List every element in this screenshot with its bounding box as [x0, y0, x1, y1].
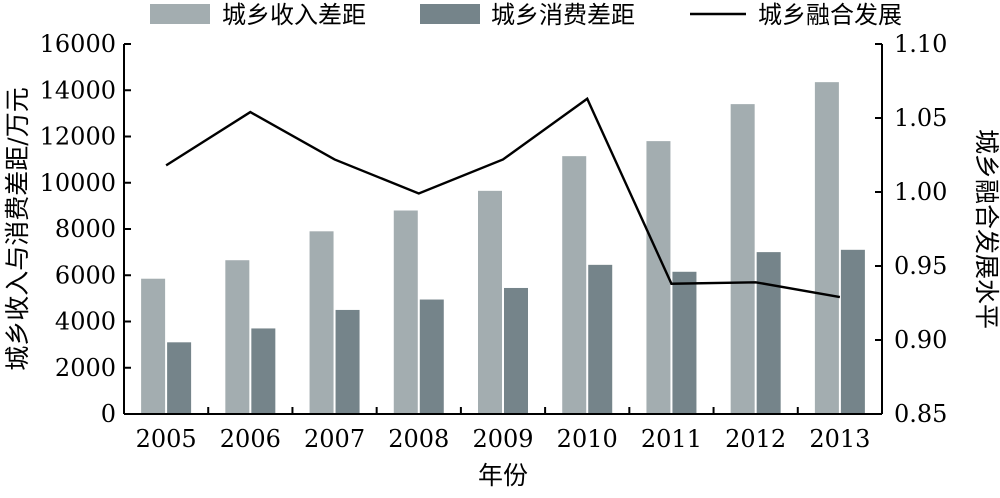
y-left-tick-label: 2000	[55, 354, 116, 382]
y-axis-right-title: 城乡融合发展水平	[972, 129, 1000, 329]
y-left-tick-label: 4000	[55, 308, 116, 336]
bar-2-2011	[672, 272, 696, 414]
legend-swatch-2	[420, 4, 480, 24]
legend-label-1: 城乡收入差距	[222, 1, 366, 29]
bar-1-2009	[478, 191, 502, 414]
bar-1-2006	[225, 260, 249, 414]
bar-2-2008	[420, 300, 444, 414]
bar-1-2007	[310, 231, 334, 414]
bar-1-2008	[394, 211, 418, 415]
y-right-tick-label: 0.90	[894, 326, 947, 354]
y-left-tick-label: 0	[101, 400, 116, 428]
legend-label-3: 城乡融合发展	[758, 1, 902, 29]
bar-2-2010	[588, 265, 612, 414]
x-tick-label-2012: 2012	[725, 425, 786, 453]
legend-label-2: 城乡消费差距	[491, 1, 635, 29]
bar-2-2009	[504, 288, 528, 414]
x-tick-label-2013: 2013	[809, 425, 870, 453]
y-axis-left-title: 城乡收入与消费差距/万元	[3, 87, 32, 370]
bar-1-2011	[646, 141, 670, 414]
y-right-tick-label: 1.05	[894, 104, 947, 132]
legend: 城乡收入差距 城乡消费差距 城乡融合发展	[150, 1, 902, 29]
y-right-tick-label: 0.85	[894, 400, 947, 428]
bar-2-2007	[336, 310, 360, 414]
x-tick-label-2006: 2006	[220, 425, 281, 453]
y-left-tick-label: 14000	[40, 76, 116, 104]
y-right-tick-label: 1.10	[894, 30, 947, 58]
y-right-tick-label: 0.95	[894, 252, 947, 280]
y-right-tick-label: 1.00	[894, 178, 947, 206]
x-tick-label-2008: 2008	[388, 425, 449, 453]
x-axis-title: 年份	[478, 461, 528, 490]
x-tick-label-2011: 2011	[641, 425, 702, 453]
x-tick-label-2009: 2009	[472, 425, 533, 453]
bar-2-2012	[757, 252, 781, 414]
x-tick-label-2005: 2005	[136, 425, 197, 453]
y-left-tick-label: 16000	[40, 30, 116, 58]
bar-1-2013	[815, 82, 839, 414]
bar-2-2013	[841, 250, 865, 414]
legend-swatch-1	[150, 4, 210, 24]
x-tick-label-2007: 2007	[304, 425, 365, 453]
bar-2-2005	[167, 342, 191, 414]
y-left-tick-label: 6000	[55, 261, 116, 289]
y-left-tick-label: 8000	[55, 215, 116, 243]
bar-series-group	[141, 82, 865, 414]
bar-1-2005	[141, 279, 165, 414]
y-left-tick-label: 12000	[40, 123, 116, 151]
bar-2-2006	[251, 328, 275, 414]
bar-1-2012	[731, 104, 755, 414]
y-left-tick-label: 10000	[40, 169, 116, 197]
x-tick-label-2010: 2010	[557, 425, 618, 453]
bar-1-2010	[562, 156, 586, 414]
